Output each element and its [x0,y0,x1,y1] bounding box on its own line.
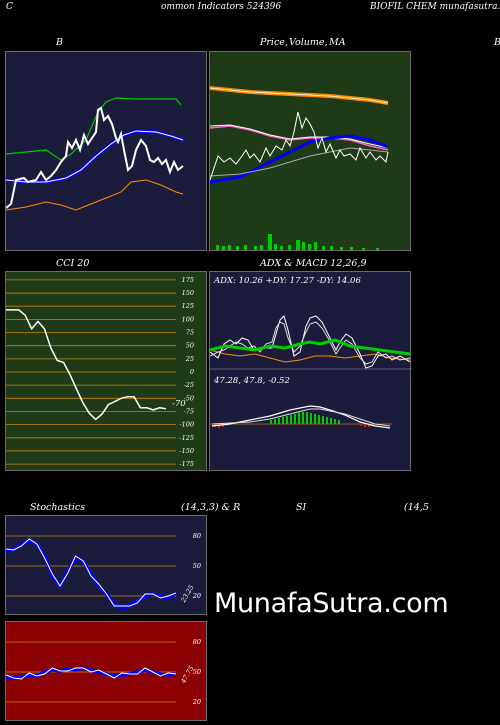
rsi-d-line [6,667,177,680]
di-white-2 [210,321,411,365]
header-center: ommon Indicators 524396 [161,2,282,12]
cci-tick-label: 125 [182,302,194,310]
price-chart [210,86,389,250]
bollinger-chart [6,97,184,211]
cci-tick-label: 150 [182,289,194,297]
bb-middle-white [6,130,184,183]
stoch-k-line [6,539,177,610]
cci-tick-label: -175 [179,460,194,468]
right-edge-b: B [494,37,500,48]
cci-tick-label: -125 [179,434,194,442]
price-panel [209,51,411,251]
cci-title: CCI 20 [56,258,90,269]
adx-title: ADX & MACD 12,26,9 [260,258,367,269]
header-right: BIOFIL CHEM munafasutra.in [370,2,500,12]
stoch-title-d: (14,5 [404,502,429,513]
watermark: MunafaSutra.com [214,588,449,619]
price-line [210,111,389,181]
cci-tick-label: 75 [186,329,194,337]
macd-signal [211,408,391,427]
rsi-tick-label: 20 [192,698,201,706]
rsi-tick-label: 80 [193,638,201,646]
cci-tick-label: -50 [184,394,194,402]
price-title-a: Price, [260,37,288,48]
bollinger-panel [5,51,207,251]
cci-value: -70 [172,399,186,409]
ma-long-white [210,87,389,104]
cci-tick-label: 50 [186,342,194,350]
price-title-c: MA [329,37,346,48]
macd-histogram [270,412,340,424]
cci-panel: 175 150 125 100 75 50 25 0 -25 -50 -75 -100 -125 -150… [5,271,207,471]
stochastics-panel: 80 50 20 23.25 [5,515,207,615]
adx-label: ADX: 10.26 +DY: 17.27 -DY: 14.06 [214,276,361,286]
stoch-tick-label: 80 [193,532,201,540]
cci-tick-label: 0 [190,368,194,376]
macd-neg-histogram [214,424,374,428]
cci-line [6,309,167,421]
adx-macd-chart [210,315,412,429]
bb-middle-blue [6,129,184,184]
stoch-tick-label: 20 [192,592,201,600]
rsi-tick-label: 50 [193,668,201,676]
stoch-title-b: (14,3,3) & R [181,502,241,513]
stoch-d-line [6,538,177,607]
bb-lower-orange [6,179,184,211]
cci-tick-label: 25 [185,355,194,363]
cci-tick-label: 100 [182,315,194,323]
macd-line [211,405,391,429]
ma-long-orange [210,86,389,105]
volume-bars [216,234,379,250]
cci-tick-label: 175 [182,276,194,284]
adx-green [210,338,411,356]
bb-title: B [56,37,63,48]
ma-grey [210,147,389,177]
rsi-k-line [6,666,177,680]
cci-chart: 175 150 125 100 75 50 25 0 -25 -50 -75 -100 -125 -150… [6,276,194,468]
cci-tick-label: -75 [184,407,194,415]
stoch-tick-label: 50 [193,562,201,570]
bb-upper-green [6,97,182,161]
rsi-panel: 80 50 20 47.75 [5,621,207,721]
macd-label: 47.28, 47.8, -0.52 [214,376,290,386]
price-title-b: Volume, [289,37,328,48]
cci-tick-label: -100 [179,421,194,429]
stoch-title-a: Stochastics [30,502,86,513]
header-left: C [6,2,13,12]
ma-white [210,124,389,149]
bb-price-white [6,106,184,209]
cci-tick-label: -150 [179,447,194,455]
ma-pink [210,125,389,151]
stoch-title-c: SI [296,502,307,513]
adx-macd-panel [209,271,412,471]
adx-orange [210,349,411,363]
cci-tick-label: -25 [184,381,194,389]
